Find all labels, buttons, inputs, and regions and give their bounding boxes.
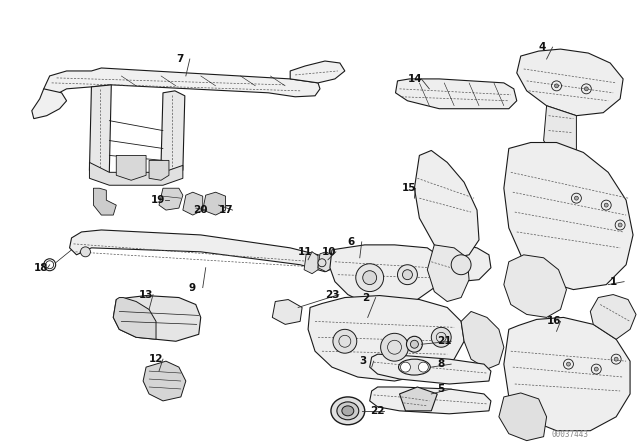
- Text: 4: 4: [539, 42, 546, 52]
- Polygon shape: [370, 387, 491, 414]
- Circle shape: [406, 336, 422, 352]
- Polygon shape: [203, 192, 225, 215]
- Circle shape: [575, 196, 579, 200]
- Polygon shape: [70, 230, 335, 271]
- Text: 21: 21: [437, 336, 452, 346]
- Circle shape: [397, 265, 417, 284]
- Text: 16: 16: [547, 316, 561, 327]
- Circle shape: [566, 362, 570, 366]
- Text: 18: 18: [34, 263, 48, 273]
- Circle shape: [81, 247, 90, 257]
- Polygon shape: [428, 245, 469, 302]
- Ellipse shape: [337, 402, 359, 420]
- Polygon shape: [399, 387, 437, 411]
- Circle shape: [410, 340, 419, 348]
- Text: 22: 22: [370, 406, 384, 416]
- Polygon shape: [396, 79, 516, 109]
- Polygon shape: [116, 155, 146, 180]
- Text: 13: 13: [139, 289, 154, 300]
- Text: 00037443: 00037443: [551, 430, 588, 439]
- Text: 9: 9: [189, 283, 196, 293]
- Polygon shape: [437, 245, 491, 282]
- Polygon shape: [161, 91, 185, 172]
- Circle shape: [333, 329, 356, 353]
- Text: 12: 12: [149, 354, 164, 364]
- Ellipse shape: [331, 397, 365, 425]
- Circle shape: [363, 271, 377, 284]
- Polygon shape: [143, 361, 186, 401]
- Polygon shape: [44, 68, 320, 97]
- Polygon shape: [370, 354, 491, 384]
- Polygon shape: [504, 142, 633, 289]
- Polygon shape: [113, 297, 156, 339]
- Polygon shape: [90, 162, 183, 185]
- Circle shape: [604, 203, 608, 207]
- Circle shape: [451, 255, 471, 275]
- Circle shape: [401, 362, 410, 372]
- Ellipse shape: [342, 406, 354, 416]
- Circle shape: [431, 327, 451, 347]
- Text: 14: 14: [408, 74, 422, 84]
- Polygon shape: [304, 252, 318, 274]
- Polygon shape: [318, 252, 332, 271]
- Polygon shape: [308, 296, 464, 381]
- Polygon shape: [461, 311, 504, 369]
- Text: 15: 15: [401, 183, 416, 193]
- Polygon shape: [504, 255, 566, 318]
- Polygon shape: [330, 245, 439, 307]
- Text: 7: 7: [176, 54, 183, 64]
- Polygon shape: [90, 85, 111, 175]
- Polygon shape: [504, 318, 630, 431]
- Text: 5: 5: [437, 384, 445, 394]
- Text: 6: 6: [348, 237, 355, 247]
- Text: 8: 8: [437, 359, 445, 369]
- Circle shape: [403, 270, 412, 280]
- Text: 11: 11: [298, 247, 312, 257]
- Polygon shape: [93, 188, 116, 215]
- Circle shape: [356, 264, 383, 292]
- Polygon shape: [113, 296, 201, 341]
- Circle shape: [381, 333, 408, 361]
- Polygon shape: [149, 160, 169, 180]
- Circle shape: [614, 357, 618, 361]
- Polygon shape: [415, 151, 479, 258]
- Text: 20: 20: [193, 205, 207, 215]
- Polygon shape: [32, 89, 67, 119]
- Text: 10: 10: [322, 247, 337, 257]
- Polygon shape: [590, 294, 636, 339]
- Circle shape: [554, 84, 559, 88]
- Circle shape: [618, 223, 622, 227]
- Polygon shape: [499, 393, 547, 441]
- Circle shape: [318, 259, 326, 267]
- Text: 19: 19: [151, 195, 165, 205]
- Circle shape: [595, 367, 598, 371]
- Circle shape: [419, 362, 428, 372]
- Polygon shape: [290, 61, 345, 83]
- Text: 3: 3: [360, 356, 367, 366]
- Polygon shape: [183, 192, 203, 215]
- Text: 2: 2: [362, 293, 369, 302]
- Polygon shape: [272, 300, 302, 324]
- Ellipse shape: [399, 359, 430, 375]
- Text: 1: 1: [610, 277, 618, 287]
- Polygon shape: [543, 106, 577, 159]
- Text: 23: 23: [325, 289, 339, 300]
- Polygon shape: [159, 188, 183, 210]
- Polygon shape: [516, 49, 623, 116]
- Text: 17: 17: [219, 205, 233, 215]
- Circle shape: [584, 87, 588, 91]
